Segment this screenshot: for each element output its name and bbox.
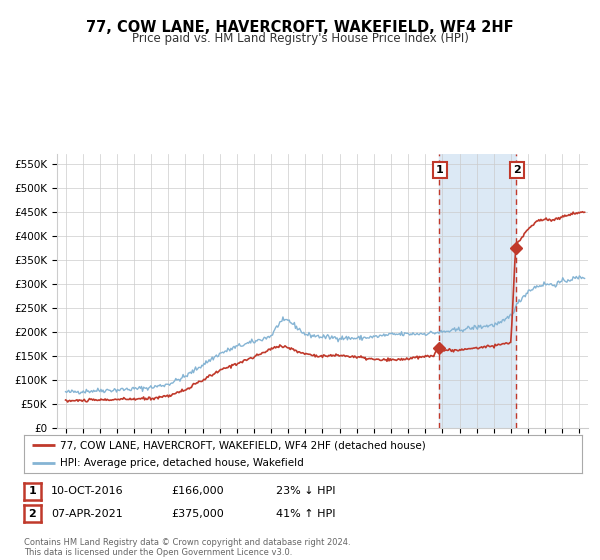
Text: 1: 1 bbox=[29, 486, 36, 496]
Text: 10-OCT-2016: 10-OCT-2016 bbox=[51, 486, 124, 496]
Bar bbox=[439, 154, 515, 428]
Text: £375,000: £375,000 bbox=[171, 508, 224, 519]
Text: 41% ↑ HPI: 41% ↑ HPI bbox=[276, 508, 335, 519]
Text: 1: 1 bbox=[436, 165, 444, 175]
Text: Contains HM Land Registry data © Crown copyright and database right 2024.
This d: Contains HM Land Registry data © Crown c… bbox=[24, 538, 350, 557]
Text: 2: 2 bbox=[513, 165, 521, 175]
Text: 77, COW LANE, HAVERCROFT, WAKEFIELD, WF4 2HF (detached house): 77, COW LANE, HAVERCROFT, WAKEFIELD, WF4… bbox=[60, 440, 426, 450]
Text: 07-APR-2021: 07-APR-2021 bbox=[51, 508, 123, 519]
Text: 77, COW LANE, HAVERCROFT, WAKEFIELD, WF4 2HF: 77, COW LANE, HAVERCROFT, WAKEFIELD, WF4… bbox=[86, 20, 514, 35]
Text: 2: 2 bbox=[29, 508, 36, 519]
Text: HPI: Average price, detached house, Wakefield: HPI: Average price, detached house, Wake… bbox=[60, 458, 304, 468]
Text: Price paid vs. HM Land Registry's House Price Index (HPI): Price paid vs. HM Land Registry's House … bbox=[131, 32, 469, 45]
Text: 23% ↓ HPI: 23% ↓ HPI bbox=[276, 486, 335, 496]
Text: £166,000: £166,000 bbox=[171, 486, 224, 496]
